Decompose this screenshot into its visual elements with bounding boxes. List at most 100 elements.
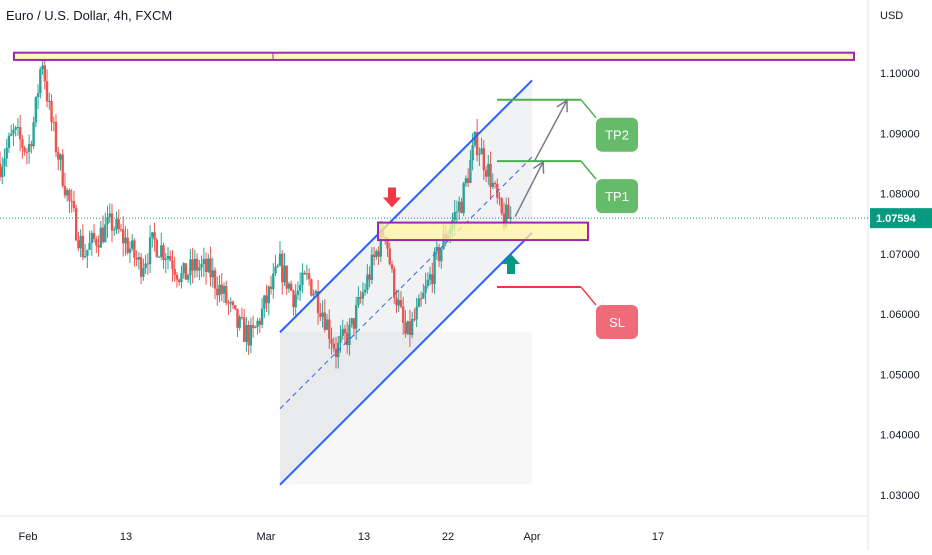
candle-down — [386, 238, 389, 249]
candle-up — [48, 100, 51, 102]
candle-up — [366, 274, 369, 290]
candle-down — [330, 338, 333, 344]
projection-arrow-head — [556, 98, 568, 113]
candle-up — [440, 249, 443, 262]
candle-up — [339, 335, 342, 343]
candle-up — [464, 178, 468, 184]
candle-up — [283, 265, 286, 283]
resistance-zone — [13, 51, 855, 61]
level-label-sl: SL — [609, 315, 625, 330]
candle-up — [379, 229, 382, 257]
candle-up — [305, 273, 309, 275]
candle-up — [458, 201, 461, 212]
candle-down — [225, 285, 228, 303]
candle-up — [487, 163, 490, 177]
candle-up — [207, 258, 210, 272]
candle-down — [500, 198, 503, 214]
candle-down — [242, 317, 246, 342]
candle-down — [395, 297, 398, 306]
candle-up — [254, 326, 257, 328]
candle-down — [178, 279, 181, 283]
candle-up — [200, 263, 203, 268]
projection-arrow-line — [514, 161, 544, 217]
candle-up — [321, 312, 324, 317]
candle-down — [493, 182, 497, 185]
candle-up — [471, 145, 474, 161]
candle-up — [36, 93, 40, 98]
candle-down — [269, 286, 273, 290]
candle-up — [276, 265, 279, 267]
x-tick-label: 13 — [120, 531, 132, 543]
candle-up — [354, 305, 358, 329]
candle-down — [133, 240, 136, 258]
symbol-title[interactable]: Euro / U.S. Dollar, 4h, FXCM — [6, 8, 173, 23]
candle-down — [30, 144, 33, 147]
candle-up — [10, 133, 13, 136]
candle-down — [377, 251, 380, 257]
level-connector-sl — [580, 286, 597, 306]
candle-up — [267, 286, 270, 304]
candle-down — [419, 298, 423, 300]
candle-up — [104, 224, 107, 243]
candle-down — [175, 274, 179, 280]
candle-up — [137, 257, 141, 260]
candle-up — [370, 254, 374, 280]
candle-down — [52, 121, 55, 123]
candle-up — [348, 324, 351, 345]
projection-arrow-head — [532, 160, 545, 174]
candle-down — [72, 201, 76, 209]
candle-up — [417, 298, 421, 307]
candle-up — [186, 275, 190, 280]
level-label-box-tp1 — [596, 179, 638, 214]
candle-down — [146, 263, 150, 265]
candle-down — [117, 219, 120, 230]
candle-down — [122, 229, 125, 244]
candle-up — [350, 318, 353, 325]
x-tick-label: Apr — [523, 531, 540, 543]
candle-up — [357, 297, 360, 306]
candle-up — [455, 211, 459, 213]
candle-up — [433, 251, 436, 284]
x-tick-label: Feb — [19, 531, 38, 543]
last-price-label: 1.07594 — [876, 213, 917, 225]
candle-up — [151, 232, 154, 238]
candle-up — [249, 324, 253, 346]
candle-up — [124, 237, 127, 244]
candle-up — [88, 242, 91, 250]
candle-up — [180, 273, 183, 283]
candle-up — [106, 217, 109, 225]
candle-up — [99, 227, 102, 248]
candle-down — [68, 190, 71, 201]
candle-up — [130, 240, 134, 249]
candle-down — [21, 139, 24, 148]
candle-up — [182, 263, 185, 274]
y-tick-label: 1.08000 — [880, 189, 920, 201]
candle-up — [469, 160, 472, 183]
candle-down — [195, 258, 199, 271]
candle-up — [3, 158, 6, 167]
candle-up — [193, 258, 197, 271]
candle-down — [285, 265, 288, 289]
candle-down — [92, 232, 96, 240]
candle-down — [43, 65, 46, 82]
candle-up — [478, 154, 481, 156]
candle-down — [496, 184, 499, 198]
candle-down — [431, 274, 434, 284]
candle-up — [296, 290, 300, 295]
candle-up — [325, 319, 329, 330]
candle-up — [314, 291, 318, 295]
candle-down — [402, 306, 405, 323]
candle-down — [74, 208, 78, 241]
level-label-tp1: TP1 — [605, 189, 629, 204]
candle-up — [410, 318, 414, 336]
candle-down — [466, 178, 470, 183]
support-zone — [377, 221, 589, 242]
candle-down — [258, 320, 262, 325]
candle-down — [155, 239, 158, 257]
candle-up — [5, 147, 8, 159]
candle-down — [231, 301, 235, 306]
candle-down — [240, 316, 244, 318]
y-tick-label: 1.09000 — [880, 128, 920, 140]
